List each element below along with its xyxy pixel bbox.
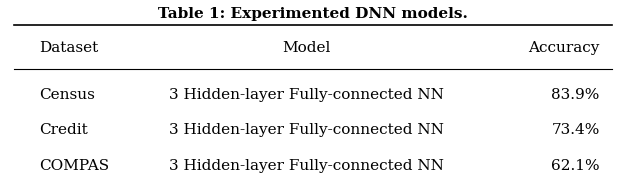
Text: 3 Hidden-layer Fully-connected NN: 3 Hidden-layer Fully-connected NN <box>169 123 444 137</box>
Text: COMPAS: COMPAS <box>39 159 109 173</box>
Text: Accuracy: Accuracy <box>528 41 600 55</box>
Text: Census: Census <box>39 88 95 102</box>
Text: Table 1: Experimented DNN models.: Table 1: Experimented DNN models. <box>158 7 468 21</box>
Text: Model: Model <box>282 41 331 55</box>
Text: Dataset: Dataset <box>39 41 98 55</box>
Text: Credit: Credit <box>39 123 88 137</box>
Text: 83.9%: 83.9% <box>552 88 600 102</box>
Text: 3 Hidden-layer Fully-connected NN: 3 Hidden-layer Fully-connected NN <box>169 159 444 173</box>
Text: 62.1%: 62.1% <box>551 159 600 173</box>
Text: 3 Hidden-layer Fully-connected NN: 3 Hidden-layer Fully-connected NN <box>169 88 444 102</box>
Text: 73.4%: 73.4% <box>552 123 600 137</box>
